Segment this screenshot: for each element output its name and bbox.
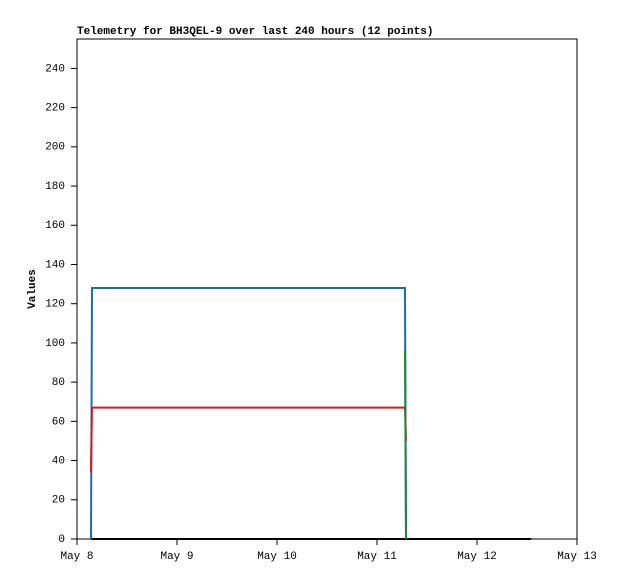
- x-tick-label: May 13: [557, 551, 597, 563]
- x-tick-label: May 12: [457, 551, 497, 563]
- y-tick-label: 0: [58, 534, 65, 546]
- y-tick-label: 40: [52, 455, 65, 467]
- y-tick-label: 20: [52, 495, 65, 507]
- y-tick-label: 80: [52, 377, 65, 389]
- y-tick-label: 240: [45, 63, 65, 75]
- chart-title: Telemetry for BH3QEL-9 over last 240 hou…: [77, 26, 433, 38]
- y-tick-label: 140: [45, 259, 65, 271]
- series-line: [404, 350, 407, 540]
- y-tick-label: 160: [45, 220, 65, 232]
- y-tick-label: 180: [45, 181, 65, 193]
- y-axis-label: Values: [27, 269, 39, 309]
- x-tick-label: May 9: [160, 551, 193, 563]
- y-tick-label: 100: [45, 338, 65, 350]
- y-tick-label: 60: [52, 416, 65, 428]
- y-tick-label: 220: [45, 103, 65, 115]
- y-tick-label: 120: [45, 299, 65, 311]
- x-tick-label: May 10: [257, 551, 297, 563]
- x-tick-label: May 11: [357, 551, 397, 563]
- x-tick-label: May 8: [60, 551, 93, 563]
- y-tick-label: 200: [45, 142, 65, 154]
